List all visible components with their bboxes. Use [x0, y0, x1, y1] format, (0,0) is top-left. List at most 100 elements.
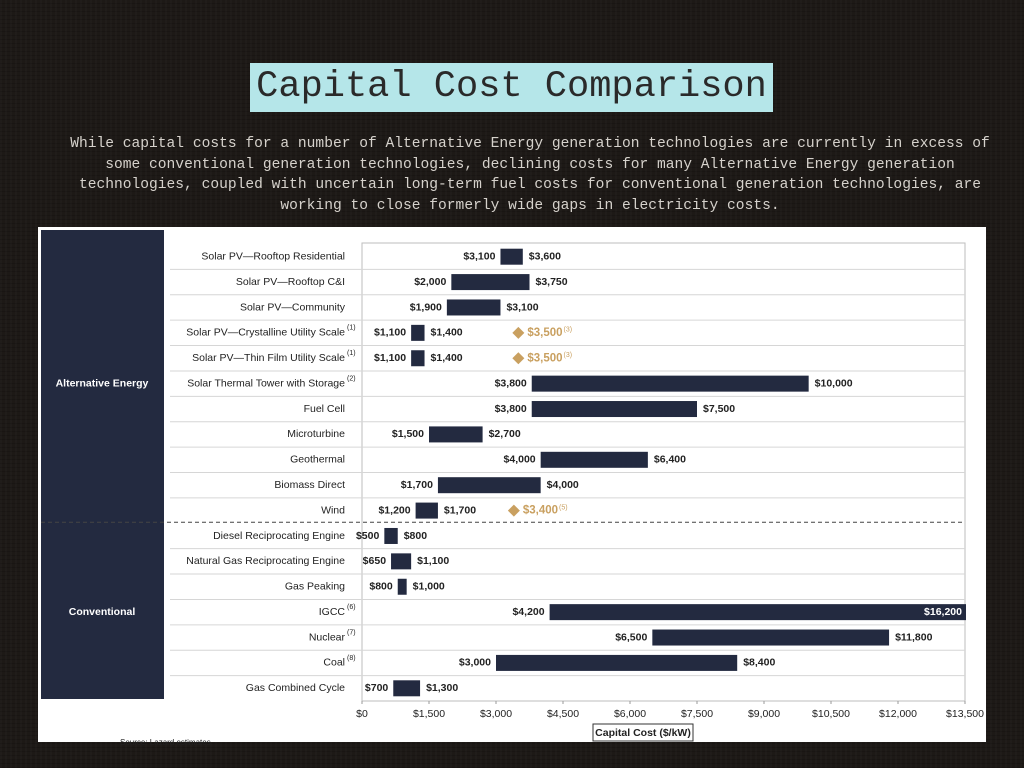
category-note: (6) — [347, 604, 356, 611]
bar — [397, 578, 407, 595]
bar — [411, 324, 425, 341]
bar — [652, 629, 890, 646]
bar — [451, 274, 530, 291]
group-label: Alternative Energy — [56, 377, 149, 389]
x-axis-label: Capital Cost ($/kW) — [595, 727, 691, 739]
category-label: Diesel Reciprocating Engine — [213, 530, 345, 542]
high-label: $1,400 — [431, 327, 463, 339]
high-label: $3,750 — [536, 276, 568, 288]
category-label: Solar PV—Community — [240, 301, 346, 313]
category-label: Wind — [321, 504, 345, 516]
high-label: $10,000 — [815, 377, 853, 389]
category-note: (1) — [347, 325, 356, 332]
slide-description: While capital costs for a number of Alte… — [70, 136, 990, 214]
low-label: $500 — [356, 530, 380, 542]
category-label: Microturbine — [287, 428, 345, 440]
high-label: $1,700 — [444, 504, 476, 516]
low-label: $1,100 — [374, 352, 406, 364]
x-tick-label: $7,500 — [681, 708, 713, 720]
category-label: Geothermal — [290, 454, 345, 466]
high-label: $2,700 — [489, 428, 521, 440]
low-label: $3,000 — [459, 657, 491, 669]
category-note: (7) — [347, 629, 356, 636]
category-note: (8) — [347, 655, 356, 662]
category-label: Solar Thermal Tower with Storage — [187, 377, 345, 389]
marker — [507, 504, 520, 517]
bar — [384, 527, 398, 544]
low-label: $700 — [365, 682, 389, 694]
x-tick-label: $4,500 — [547, 708, 579, 720]
category-label: Gas Peaking — [285, 581, 345, 593]
high-label: $7,500 — [703, 403, 735, 415]
x-tick-label: $10,500 — [812, 708, 850, 720]
bar — [415, 502, 438, 519]
low-label: $800 — [369, 581, 393, 593]
category-note: (1) — [347, 350, 356, 357]
low-label: $1,200 — [378, 504, 410, 516]
bar — [391, 553, 412, 570]
bar — [496, 654, 738, 671]
x-tick-label: $9,000 — [748, 708, 780, 720]
low-label: $1,100 — [374, 327, 406, 339]
high-label: $1,400 — [431, 352, 463, 364]
high-label: $1,100 — [417, 555, 449, 567]
x-tick-label: $12,000 — [879, 708, 917, 720]
category-label: Solar PV—Thin Film Utility Scale — [192, 352, 345, 364]
group-label: Conventional — [69, 606, 136, 618]
group-box — [41, 520, 164, 699]
high-label: $6,400 — [654, 454, 686, 466]
low-label: $1,700 — [401, 479, 433, 491]
x-tick-label: $13,500 — [946, 708, 984, 720]
bar — [429, 426, 483, 443]
category-note: (2) — [347, 375, 356, 382]
category-label: Natural Gas Reciprocating Engine — [186, 555, 345, 567]
bar — [531, 375, 809, 392]
category-label: Solar PV—Rooftop Residential — [201, 250, 345, 262]
category-label: Gas Combined Cycle — [246, 682, 345, 694]
bar — [500, 248, 523, 265]
x-tick-label: $6,000 — [614, 708, 646, 720]
marker-label: $3,400 — [523, 505, 558, 517]
x-tick-label: $3,000 — [480, 708, 512, 720]
category-label: Biomass Direct — [274, 479, 345, 491]
marker — [512, 352, 525, 365]
x-tick-label: $0 — [356, 708, 368, 720]
low-label: $4,000 — [504, 454, 536, 466]
high-label: $4,000 — [547, 479, 579, 491]
low-label: $1,500 — [392, 428, 424, 440]
bar — [531, 401, 697, 418]
marker-note: (3) — [564, 327, 573, 334]
low-label: $3,100 — [463, 250, 495, 262]
category-label: Coal — [323, 657, 345, 669]
low-label: $3,800 — [495, 403, 527, 415]
low-label: $2,000 — [414, 276, 446, 288]
bar — [549, 604, 966, 621]
category-label: Solar PV—Crystalline Utility Scale — [186, 327, 345, 339]
x-label-box — [592, 723, 694, 742]
high-label: $1,300 — [426, 682, 458, 694]
bar — [540, 451, 648, 468]
low-label: $3,800 — [495, 377, 527, 389]
low-label: $650 — [363, 555, 387, 567]
high-label: $800 — [404, 530, 428, 542]
category-label: Fuel Cell — [304, 403, 345, 415]
high-label: $16,200 — [924, 606, 962, 618]
marker-note: (5) — [559, 504, 568, 511]
marker-note: (3) — [564, 352, 573, 359]
category-label: Solar PV—Rooftop C&I — [236, 276, 345, 288]
marker — [512, 326, 525, 339]
marker-label: $3,500 — [527, 327, 562, 339]
high-label: $8,400 — [743, 657, 775, 669]
low-label: $1,900 — [410, 301, 442, 313]
group-box — [41, 230, 164, 522]
high-label: $11,800 — [895, 631, 933, 643]
bar — [437, 477, 541, 494]
bar — [393, 680, 421, 697]
x-tick-label: $1,500 — [413, 708, 445, 720]
bar — [446, 299, 501, 316]
bar — [411, 350, 425, 367]
marker-label: $3,500 — [527, 352, 562, 364]
category-label: IGCC — [319, 606, 346, 618]
high-label: $3,100 — [506, 301, 538, 313]
